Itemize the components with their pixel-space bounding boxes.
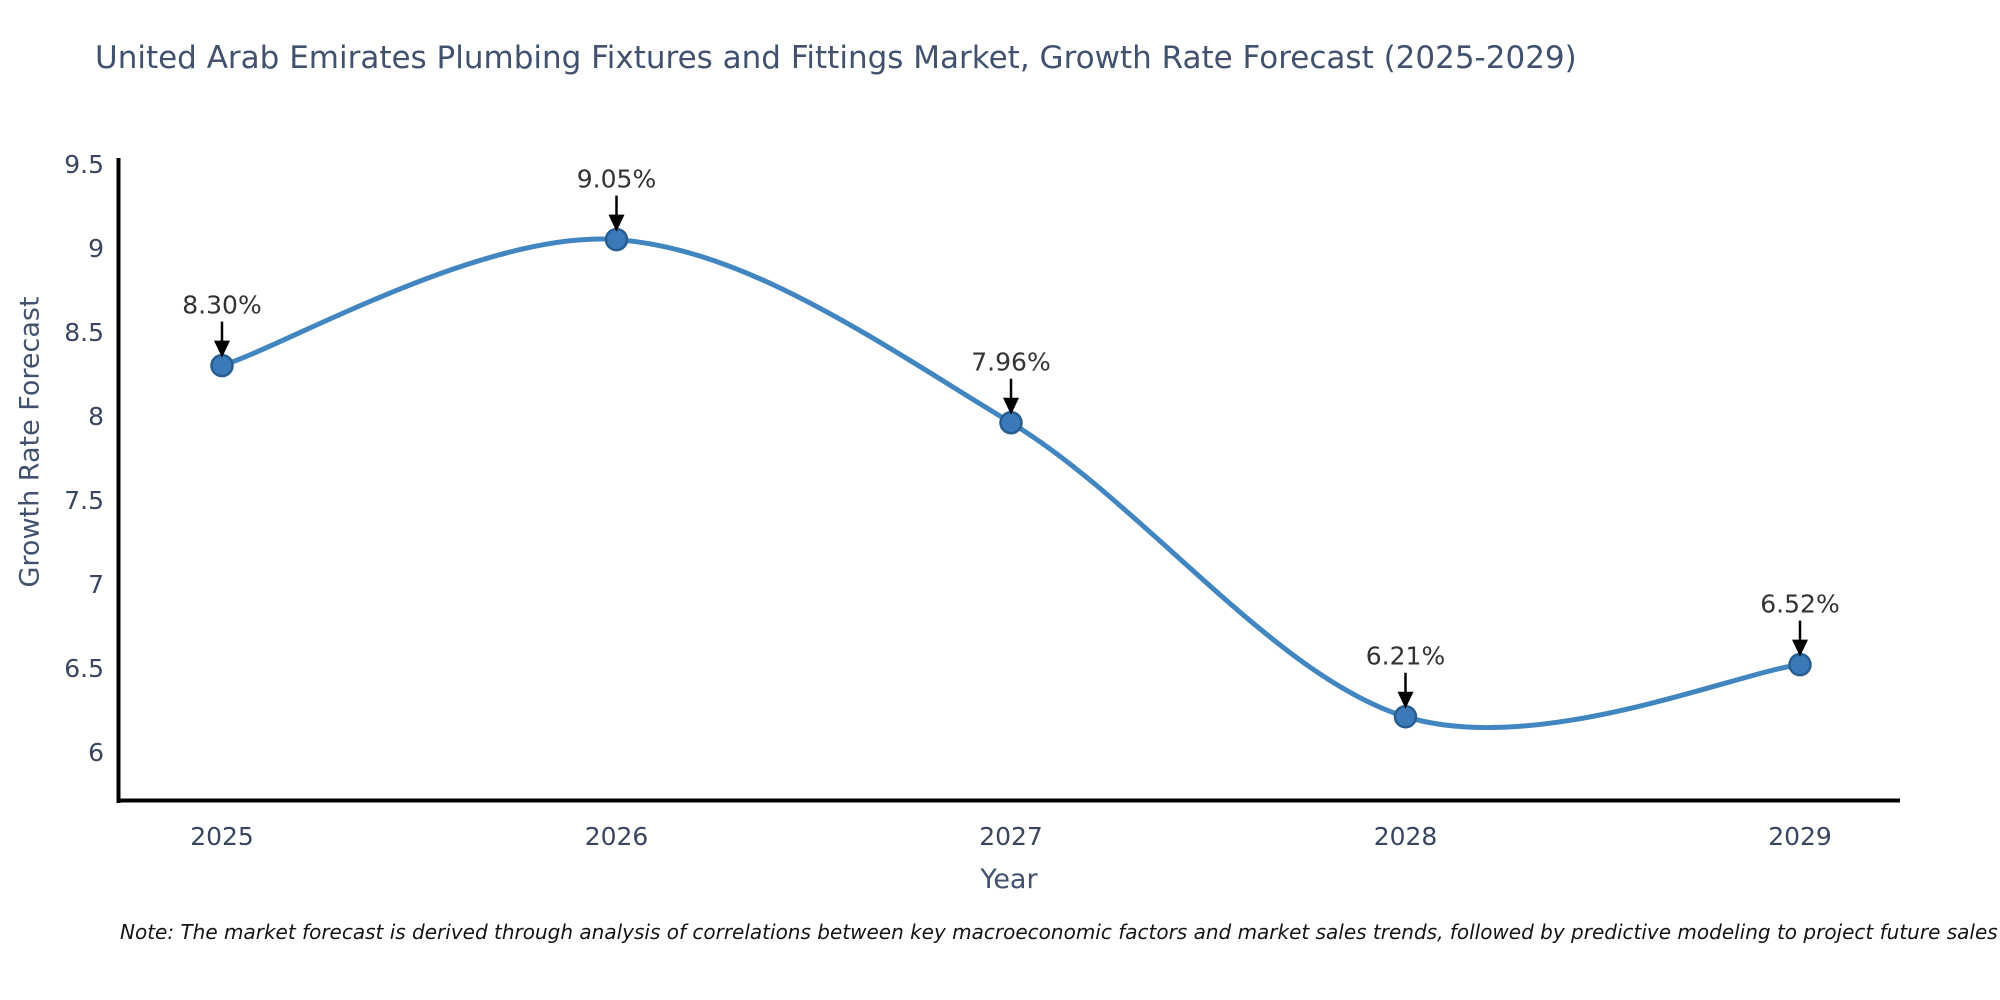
x-axis-title: Year <box>980 864 1038 895</box>
data-point-2028 <box>1393 704 1418 729</box>
y-tick-label: 6 <box>88 738 104 767</box>
footnote: Note: The market forecast is derived thr… <box>120 920 1998 944</box>
data-point-2025 <box>210 353 234 378</box>
point-value-label: 7.96% <box>971 348 1050 377</box>
annotation-arrow-head <box>1792 639 1808 657</box>
point-value-label: 6.52% <box>1760 590 1839 619</box>
x-tick-label: 2028 <box>1374 822 1438 851</box>
y-tick-label: 6.5 <box>64 654 104 683</box>
x-tick-label: 2029 <box>1768 822 1832 851</box>
data-point-2026 <box>604 227 629 252</box>
x-tick-label: 2026 <box>585 822 649 851</box>
y-tick-label: 9.5 <box>64 150 104 179</box>
data-point-2029 <box>1788 652 1812 677</box>
annotation-arrow-head <box>214 340 230 358</box>
annotation-arrow-head <box>1003 397 1019 415</box>
y-tick-label: 8.5 <box>64 318 104 347</box>
point-value-label: 8.30% <box>182 291 261 320</box>
point-value-label: 9.05% <box>577 165 656 194</box>
annotation-arrow-head <box>1397 691 1414 709</box>
chart-title: United Arab Emirates Plumbing Fixtures a… <box>95 40 1577 76</box>
y-tick-label: 9 <box>88 234 104 263</box>
y-tick-label: 8 <box>88 402 104 431</box>
x-tick-label: 2025 <box>190 822 254 851</box>
point-value-label: 6.21% <box>1366 642 1445 671</box>
data-point-2027 <box>999 410 1023 435</box>
annotation-arrow-head <box>608 214 625 232</box>
x-tick-label: 2027 <box>979 822 1043 851</box>
trend-line <box>219 236 1803 731</box>
y-tick-label: 7.5 <box>64 486 104 515</box>
y-tick-label: 7 <box>88 570 104 599</box>
